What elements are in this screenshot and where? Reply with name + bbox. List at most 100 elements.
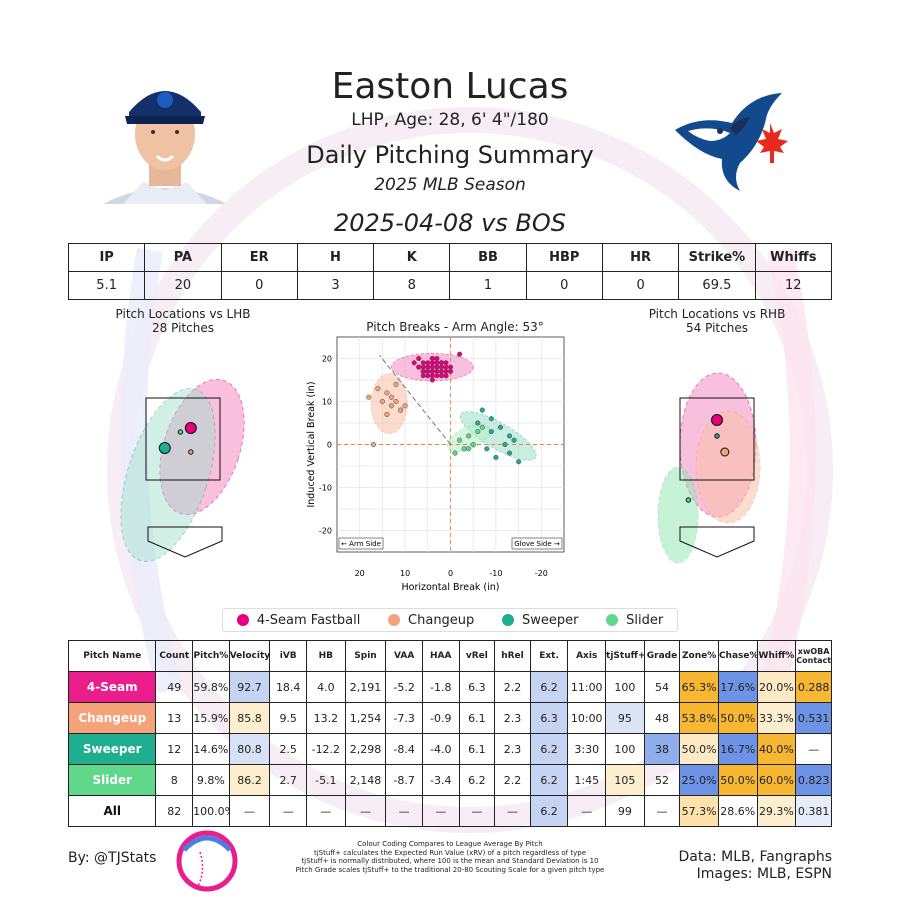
y-tick-label: 10: [322, 398, 332, 407]
break-point: [420, 368, 426, 374]
pitch-table-cell: 12: [155, 733, 194, 765]
break-point: [506, 433, 513, 439]
pitch-table-cell: 2.3: [494, 733, 531, 765]
summary-header: PA: [144, 243, 222, 272]
summary-value: 0: [601, 271, 680, 300]
pitch-table-cell: 60.0%: [756, 764, 797, 796]
pitch-table-header: Whiff%: [756, 640, 797, 672]
pitch-break-chart: 20 10 0 -10 -20 20 10 0 -10 -20 ← Arm Side Glove Si…: [306, 336, 565, 593]
pitch-table-cell: -8.4: [385, 733, 423, 765]
summary-table: IP PA ER H K BB HBP HR Strike% Whiffs 5.1 20 0 3 8 1 0 0…: [67, 243, 833, 300]
break-point: [506, 450, 513, 456]
pitch-name-cell: Sweeper: [67, 733, 157, 765]
pitch-table-cell: —: [494, 795, 531, 827]
legend-swatch: [606, 614, 619, 626]
pitch-table-header: hRel: [494, 640, 531, 672]
pitch-table-cell: -8.7: [385, 764, 423, 796]
break-point: [429, 360, 435, 366]
pitch-table-cell: 65.3%: [679, 671, 719, 703]
break-point: [438, 373, 444, 379]
break-point: [443, 368, 449, 374]
location-point: [177, 429, 184, 435]
pitch-table-cell: 100: [605, 733, 645, 765]
pitch-legend: 4-Seam Fastball Changeup Sweeper Slider: [222, 608, 678, 632]
rhb-points: [685, 414, 730, 503]
pitch-table-cell: —: [269, 795, 307, 827]
x-tick-label: 10: [400, 569, 410, 578]
density-ellipse: [370, 373, 408, 435]
y-tick-label: 20: [322, 355, 332, 364]
break-point: [438, 364, 444, 370]
location-point: [685, 497, 692, 503]
footer-images-source: Images: MLB, ESPN: [696, 866, 832, 882]
pitch-table-cell: 1,254: [344, 702, 387, 734]
break-point: [447, 364, 454, 370]
break-point: [502, 441, 508, 448]
lhb-location-plot: [120, 378, 245, 562]
y-axis-label: Induced Vertical Break (in): [306, 381, 317, 507]
break-point: [429, 355, 435, 362]
player-headshot: [103, 72, 227, 204]
pitch-table-row: 4-Seam 49 59.8% 92.7 18.4 4.0 2,191 -5.2 -1.8 6.3…: [67, 671, 832, 703]
pitch-table-cell: 28.6%: [717, 795, 758, 827]
pitch-table-cell: —: [344, 795, 387, 827]
pitch-table-cell: 59.8%: [192, 671, 230, 703]
pitch-table-cell: 99: [605, 795, 645, 827]
break-point: [402, 403, 408, 409]
pitch-table-cell: 105: [605, 764, 645, 796]
footer-author: By: @TJStats: [68, 850, 157, 866]
lhb-density-ellipses: [120, 378, 245, 562]
location-point: [711, 414, 723, 426]
summary-value: 0: [525, 271, 603, 300]
break-point: [511, 437, 517, 443]
pitch-table-cell: —: [306, 795, 346, 827]
rhb-plot-title: Pitch Locations vs RHB 54 Pitches: [632, 307, 802, 335]
rhb-density-ellipses: [657, 372, 761, 564]
pitch-table-cell: 9.8%: [192, 764, 230, 796]
footer-notes: Colour Coding Compares to League Average…: [290, 840, 610, 874]
legend-swatch: [236, 614, 249, 626]
pitch-table-cell: 6.2: [529, 764, 569, 796]
tjstats-logo-icon: [176, 830, 238, 892]
location-point: [720, 447, 730, 457]
break-point: [434, 368, 440, 374]
summary-header: BB: [449, 243, 527, 272]
pitch-table-cell: 11:00: [567, 671, 607, 703]
lhb-plot-title: Pitch Locations vs LHB 28 Pitches: [98, 307, 268, 335]
pitch-table-cell: 85.8: [228, 702, 271, 734]
pitch-table-cell: 13.2: [306, 702, 346, 734]
pitch-table-cell: 48: [643, 702, 681, 734]
break-point: [434, 355, 440, 362]
lhb-title: Pitch Locations vs LHB: [115, 307, 251, 321]
pitch-table-cell: 10:00: [567, 702, 607, 734]
break-point: [484, 446, 490, 452]
arm-side-label: ← Arm Side: [341, 540, 381, 548]
legend-item: Slider: [606, 613, 663, 628]
pitch-table-cell: 2.7: [269, 764, 307, 796]
pitch-table-header: Count: [155, 640, 194, 672]
pitch-table-header: Velocity: [228, 640, 271, 672]
pitch-table-cell: -4.0: [421, 733, 460, 765]
pitch-table-cell: -3.4: [421, 764, 460, 796]
break-point: [398, 407, 404, 413]
break-point: [416, 355, 422, 362]
break-point: [420, 364, 426, 370]
pitch-metrics-table: Pitch Name Count Pitch% Velocity iVB HB Spin VA…: [67, 640, 832, 827]
pitch-table-cell: —: [385, 795, 423, 827]
pitch-table-header: Spin: [344, 640, 387, 672]
lhb-home-plate: [147, 526, 223, 558]
team-logo: [670, 85, 805, 195]
break-point: [420, 373, 426, 379]
pitch-table-row: Slider 8 9.8% 86.2 2.7 -5.1 2,148 -8.7 -3.4 6.2 2.…: [67, 764, 832, 796]
pitch-table-cell: 2.5: [269, 733, 307, 765]
rhb-subtitle: 54 Pitches: [686, 321, 748, 335]
summary-value: 1: [449, 271, 527, 300]
legend-label: 4-Seam Fastball: [256, 612, 361, 628]
pitch-table-header: Axis: [567, 640, 607, 672]
break-point: [393, 381, 399, 387]
break-point: [457, 437, 463, 443]
pitch-table-cell: 57.3%: [679, 795, 719, 827]
break-point: [425, 364, 431, 370]
break-point: [488, 429, 494, 435]
pitch-table-cell: 2,298: [344, 733, 387, 765]
